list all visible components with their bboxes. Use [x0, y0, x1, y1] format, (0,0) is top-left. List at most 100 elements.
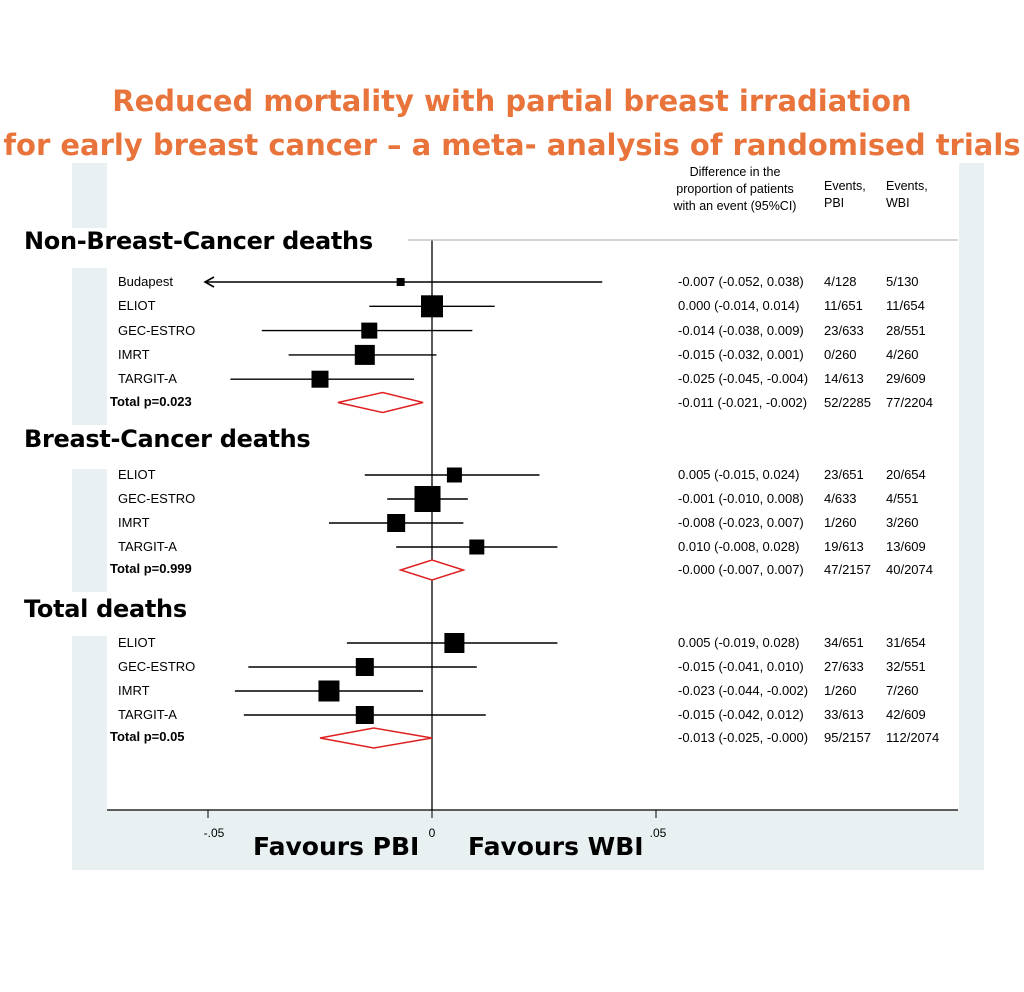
point-estimate-square — [444, 633, 465, 653]
events-wbi-cell: 42/609 — [886, 707, 926, 722]
total-events-wbi-cell: 77/2204 — [886, 394, 933, 410]
study-label: TARGIT-A — [118, 539, 177, 554]
column-header-wbi: Events, WBI — [886, 178, 928, 212]
effect-ci-cell: 0.010 (-0.008, 0.028) — [678, 539, 800, 554]
point-estimate-square — [469, 539, 485, 555]
column-header-line: with an event (95%CI) — [673, 199, 797, 213]
section-heading-background — [0, 425, 320, 469]
pooled-estimate-diamond — [319, 727, 433, 749]
column-header-pbi: Events, PBI — [824, 178, 866, 212]
x-tick-label: .05 — [649, 826, 667, 840]
effect-ci-cell: 0.005 (-0.019, 0.028) — [678, 635, 800, 650]
pooled-estimate-diamond — [337, 391, 424, 414]
total-events-wbi-cell: 40/2074 — [886, 562, 933, 577]
column-header-line: Difference in the — [689, 165, 781, 179]
study-label: ELIOT — [118, 467, 156, 482]
effect-ci-cell: -0.001 (-0.010, 0.008) — [678, 491, 804, 506]
chart-title-line-1: Reduced mortality with partial breast ir… — [112, 84, 912, 118]
total-events-pbi-cell: 47/2157 — [824, 562, 871, 577]
total-effect-ci-cell: -0.000 (-0.007, 0.007) — [678, 562, 804, 577]
effect-ci-cell: -0.023 (-0.044, -0.002) — [678, 683, 809, 698]
study-label: ELIOT — [118, 298, 156, 314]
effect-ci-cell: 0.005 (-0.015, 0.024) — [678, 467, 800, 482]
events-wbi-cell: 7/260 — [886, 683, 919, 698]
header-background — [107, 163, 959, 240]
study-label: ELIOT — [118, 635, 156, 650]
section-heading-background — [0, 228, 408, 268]
events-pbi-cell: 1/260 — [824, 683, 857, 698]
total-events-pbi-cell: 52/2285 — [824, 394, 871, 410]
events-pbi-cell: 11/651 — [824, 298, 863, 314]
effect-ci-cell: -0.008 (-0.023, 0.007) — [678, 515, 804, 530]
point-estimate-square — [361, 322, 378, 339]
section-heading-background — [0, 592, 200, 636]
events-wbi-cell: 5/130 — [886, 274, 919, 289]
events-pbi-cell: 4/633 — [824, 491, 857, 506]
point-estimate-square — [311, 370, 329, 388]
column-header-line: proportion of patients — [676, 182, 794, 196]
favours-pbi-label: Favours PBI — [253, 832, 420, 861]
point-estimate-square — [354, 344, 375, 365]
events-pbi-cell: 4/128 — [824, 274, 857, 289]
events-wbi-cell: 32/551 — [886, 659, 926, 674]
point-estimate-square — [355, 658, 374, 676]
events-pbi-cell: 19/613 — [824, 539, 864, 554]
events-pbi-cell: 0/260 — [824, 346, 857, 362]
events-wbi-cell: 11/654 — [886, 298, 925, 314]
ci-truncated-arrow — [203, 276, 215, 288]
section-heading: Total deaths — [24, 595, 187, 623]
favours-wbi-label: Favours WBI — [468, 832, 644, 861]
events-wbi-cell: 13/609 — [886, 539, 926, 554]
events-wbi-cell: 3/260 — [886, 515, 919, 530]
study-label: Budapest — [118, 274, 173, 289]
study-label: IMRT — [118, 683, 150, 698]
effect-ci-cell: -0.007 (-0.052, 0.038) — [678, 274, 804, 289]
study-label: TARGIT-A — [118, 707, 177, 722]
total-events-pbi-cell: 95/2157 — [824, 730, 871, 745]
effect-ci-cell: -0.025 (-0.045, -0.004) — [678, 371, 809, 387]
effect-ci-cell: -0.015 (-0.042, 0.012) — [678, 707, 804, 722]
point-estimate-square — [318, 680, 340, 702]
column-header-line: PBI — [824, 196, 845, 210]
events-pbi-cell: 34/651 — [824, 635, 864, 650]
study-label: GEC-ESTRO — [118, 491, 196, 506]
events-pbi-cell: 33/613 — [824, 707, 864, 722]
point-estimate-square — [396, 278, 405, 286]
column-header-line: WBI — [886, 196, 910, 210]
pooled-estimate-diamond — [398, 559, 466, 581]
section-heading: Non-Breast-Cancer deaths — [24, 227, 373, 255]
study-label: IMRT — [118, 346, 150, 362]
total-label: Total p=0.05 — [110, 729, 185, 744]
events-wbi-cell: 4/551 — [886, 491, 919, 506]
total-effect-ci-cell: -0.013 (-0.025, -0.000) — [678, 730, 809, 745]
events-pbi-cell: 27/633 — [824, 659, 864, 674]
point-estimate-square — [414, 486, 441, 512]
total-effect-ci-cell: -0.011 (-0.021, -0.002) — [678, 394, 808, 410]
point-estimate-square — [387, 514, 406, 532]
total-label: Total p=0.999 — [110, 561, 192, 576]
point-estimate-square — [446, 467, 462, 483]
column-header-line: Events, — [824, 179, 866, 193]
events-pbi-cell: 23/633 — [824, 322, 864, 338]
column-header-difference: Difference in the proportion of patients… — [660, 164, 810, 215]
events-pbi-cell: 23/651 — [824, 467, 864, 482]
events-wbi-cell: 20/654 — [886, 467, 926, 482]
x-tick-label: -.05 — [203, 826, 225, 840]
events-wbi-cell: 28/551 — [886, 322, 926, 338]
effect-ci-cell: -0.015 (-0.032, 0.001) — [678, 346, 804, 362]
study-label: GEC-ESTRO — [118, 659, 196, 674]
events-pbi-cell: 14/613 — [824, 371, 864, 387]
chart-title-line-2: for early breast cancer – a meta- analys… — [3, 128, 1021, 162]
total-label: Total p=0.023 — [110, 393, 192, 409]
x-tick-label: 0 — [428, 826, 436, 840]
events-wbi-cell: 29/609 — [886, 371, 926, 387]
effect-ci-cell: -0.015 (-0.041, 0.010) — [678, 659, 804, 674]
effect-ci-cell: -0.014 (-0.038, 0.009) — [678, 322, 804, 338]
section-heading: Breast-Cancer deaths — [24, 425, 311, 453]
events-wbi-cell: 31/654 — [886, 635, 926, 650]
study-label: GEC-ESTRO — [118, 322, 196, 338]
events-pbi-cell: 1/260 — [824, 515, 857, 530]
column-header-line: Events, — [886, 179, 928, 193]
total-events-wbi-cell: 112/2074 — [886, 730, 940, 745]
